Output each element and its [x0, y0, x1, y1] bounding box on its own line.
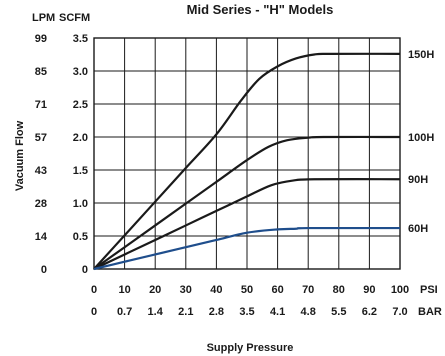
- series-label-100h: 100H: [408, 132, 434, 144]
- grid: [94, 38, 400, 269]
- chart-title: Mid Series - "H" Models: [187, 2, 334, 17]
- y-tick-lpm: 57: [35, 132, 47, 144]
- y-tick-scfm: 3.0: [73, 66, 88, 78]
- series-line-150h: [93, 52, 401, 270]
- y-axis-label: Vacuum Flow: [14, 120, 26, 191]
- y-tick-scfm: 0: [82, 264, 88, 276]
- x-tick-psi: 0: [91, 284, 97, 296]
- x-tick-bar: 2.8: [209, 306, 224, 318]
- series-label-150h: 150H: [408, 49, 434, 61]
- series-label-60h: 60H: [408, 223, 428, 235]
- x-tick-psi: 30: [180, 284, 192, 296]
- x-tick-bar: 4.8: [301, 306, 316, 318]
- x-tick-psi: 20: [149, 284, 161, 296]
- y-tick-scfm: 1.5: [73, 165, 88, 177]
- x-tick-psi: 100: [391, 284, 409, 296]
- x-tick-bar: 2.1: [178, 306, 193, 318]
- x-tick-bar: 1.4: [148, 306, 164, 318]
- x-axis-label: Supply Pressure: [207, 342, 294, 354]
- y-tick-lpm: 28: [35, 198, 47, 210]
- series-line-100h: [93, 135, 401, 270]
- y-tick-scfm: 3.5: [73, 33, 88, 45]
- y-tick-lpm: 71: [35, 99, 47, 111]
- y-tick-lpm: 43: [35, 165, 47, 177]
- series-line-60h: [93, 226, 401, 271]
- series-labels: 150H 100H 90H 60H: [408, 49, 434, 235]
- x-tick-psi: 50: [241, 284, 253, 296]
- x-tick-bar: 7.0: [392, 306, 407, 318]
- series-line-90h: [93, 178, 401, 270]
- series-lines: [93, 52, 401, 271]
- y-ticks-scfm: 0 0.5 1.0 1.5 2.0 2.5 3.0 3.5: [73, 33, 88, 276]
- y-tick-scfm: 2.5: [73, 99, 88, 111]
- x-tick-bar: 5.5: [331, 306, 346, 318]
- y-tick-scfm: 1.0: [73, 198, 88, 210]
- y-tick-lpm: 85: [35, 66, 47, 78]
- plot-frame: [93, 37, 401, 270]
- x-tick-psi: 90: [363, 284, 375, 296]
- x-unit-psi: PSI: [420, 284, 438, 296]
- x-unit-bar: BAR: [418, 306, 442, 318]
- x-tick-psi: 80: [333, 284, 345, 296]
- x-tick-bar: 0.7: [117, 306, 132, 318]
- x-tick-psi: 70: [302, 284, 314, 296]
- x-tick-bar: 0: [91, 306, 97, 318]
- series-label-90h: 90H: [408, 174, 428, 186]
- y-tick-scfm: 0.5: [73, 231, 88, 243]
- x-tick-psi: 60: [271, 284, 283, 296]
- x-ticks-psi: 0 10 20 30 40 50 60 70 80 90 100: [91, 284, 409, 296]
- y-unit-lpm: LPM: [32, 12, 55, 24]
- y-tick-scfm: 2.0: [73, 132, 88, 144]
- x-tick-bar: 4.1: [270, 306, 285, 318]
- x-tick-psi: 10: [118, 284, 130, 296]
- x-tick-psi: 40: [210, 284, 222, 296]
- x-tick-bar: 6.2: [362, 306, 377, 318]
- y-unit-scfm: SCFM: [59, 12, 90, 24]
- x-ticks-bar: 0 0.7 1.4 2.1 2.8 3.5 4.1 4.8 5.5 6.2 7.0: [91, 306, 408, 318]
- y-tick-lpm: 14: [35, 231, 48, 243]
- y-tick-lpm: 99: [35, 33, 47, 45]
- y-tick-lpm: 0: [41, 264, 47, 276]
- x-tick-bar: 3.5: [239, 306, 254, 318]
- y-ticks-lpm: 0 14 28 43 57 71 85 99: [35, 33, 48, 276]
